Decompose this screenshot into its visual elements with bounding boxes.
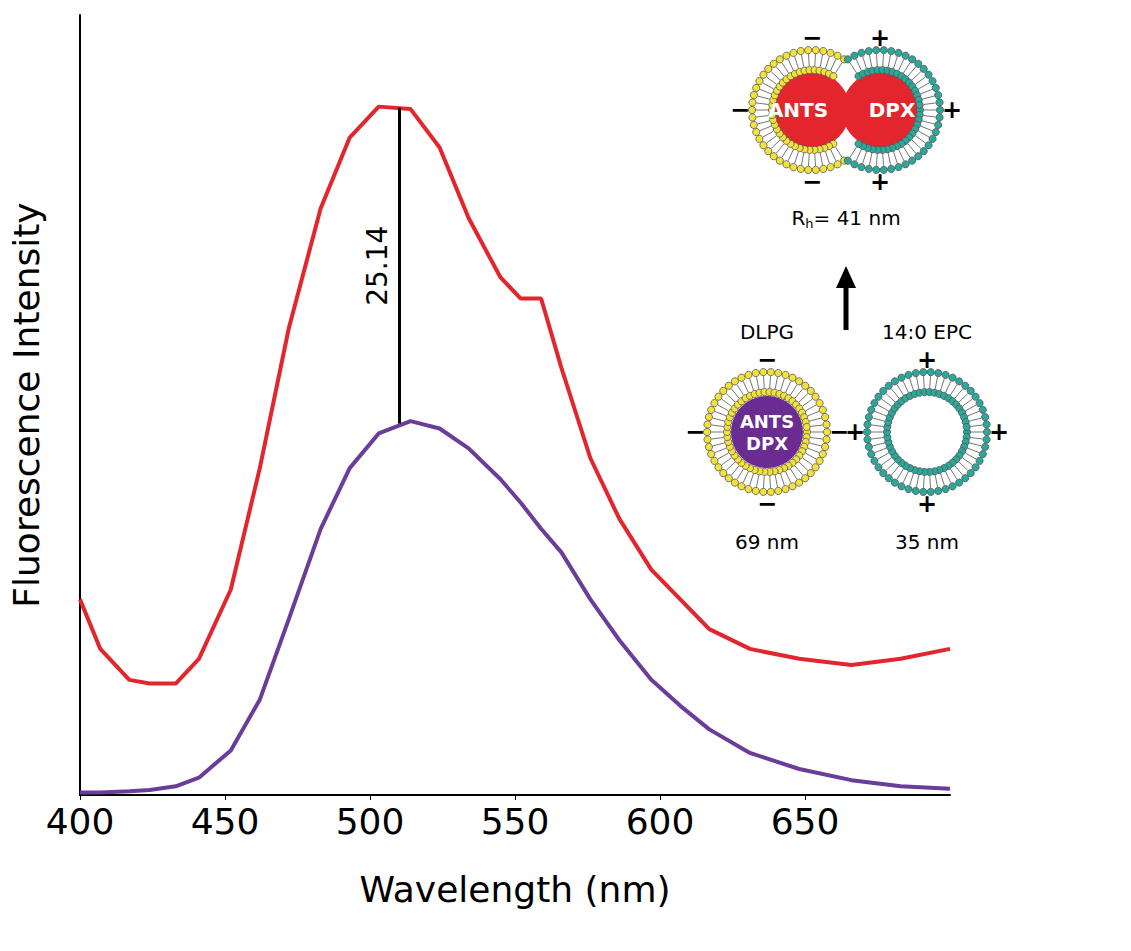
svg-text:−: − (685, 418, 705, 446)
svg-text:+: + (942, 96, 962, 124)
svg-text:35 nm: 35 nm (895, 530, 959, 554)
svg-text:550: 550 (481, 801, 550, 842)
svg-text:+: + (845, 418, 865, 446)
svg-text:ANTS: ANTS (740, 411, 794, 432)
svg-text:Fluorescence Intensity: Fluorescence Intensity (6, 202, 47, 607)
svg-text:14:0 EPC: 14:0 EPC (882, 320, 972, 344)
svg-text:ANTS: ANTS (768, 98, 828, 122)
svg-text:69 nm: 69 nm (735, 530, 799, 554)
svg-text:25.14: 25.14 (361, 226, 394, 306)
svg-text:DPX: DPX (869, 98, 916, 122)
svg-text:−: − (802, 24, 822, 52)
svg-text:+: + (917, 490, 937, 518)
svg-text:R: R (791, 206, 805, 230)
svg-text:500: 500 (336, 801, 405, 842)
svg-text:= 41 nm: = 41 nm (814, 206, 901, 230)
svg-text:+: + (870, 168, 890, 196)
svg-text:Wavelength (nm): Wavelength (nm) (360, 869, 671, 910)
svg-text:DPX: DPX (746, 433, 788, 454)
svg-text:−: − (730, 96, 750, 124)
svg-text:−: − (802, 168, 822, 196)
svg-text:−: − (757, 346, 777, 374)
svg-text:h: h (805, 216, 813, 231)
svg-text:+: + (989, 418, 1009, 446)
svg-text:650: 650 (771, 801, 840, 842)
svg-text:DLPG: DLPG (740, 320, 794, 344)
svg-text:450: 450 (191, 801, 260, 842)
svg-text:+: + (870, 24, 890, 52)
svg-text:400: 400 (46, 801, 115, 842)
svg-text:−: − (757, 490, 777, 518)
svg-text:600: 600 (626, 801, 695, 842)
svg-text:+: + (917, 346, 937, 374)
